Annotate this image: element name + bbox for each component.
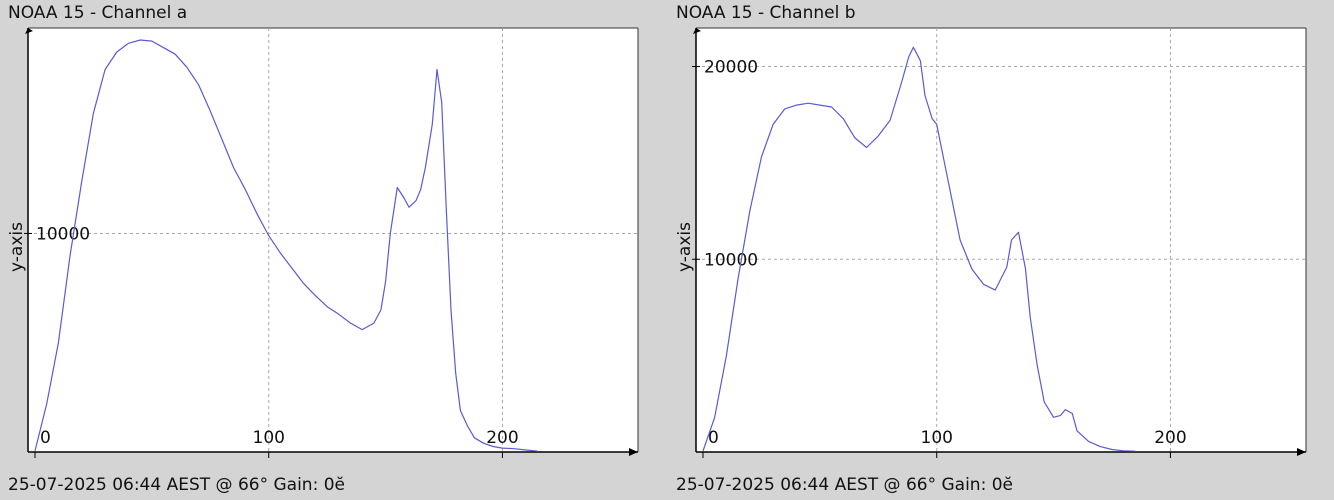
plot-area [28, 28, 638, 452]
x-tick-label: 100 [921, 428, 953, 448]
x-axis-arrow [629, 448, 638, 456]
chart-panel-b: NOAA 15 - Channel b y-axis 0 100 200 10000 2… [668, 0, 1334, 500]
x-tick-label: 200 [1154, 428, 1186, 448]
chart-plot: 0 100 200 10000 20000 [692, 27, 1307, 458]
chart-title: NOAA 15 - Channel a [8, 3, 188, 23]
x-tick-label: 0 [708, 428, 719, 448]
y-tick-label: 20000 [704, 58, 758, 78]
x-axis-arrow [1297, 448, 1306, 456]
y-tick-label: 10000 [36, 224, 90, 244]
chart-panel-a: NOAA 15 - Channel a y-axis 0 100 200 10000 … [0, 0, 666, 500]
chart-title: NOAA 15 - Channel b [676, 3, 856, 23]
series-line [34, 39, 538, 452]
series-line [702, 46, 1136, 452]
chart-footer: 25-07-2025 06:44 AEST @ 66° Gain: 0ĕ [8, 475, 345, 495]
plot-area [696, 28, 1306, 452]
x-tick-label: 100 [253, 428, 285, 448]
x-tick-label: 200 [486, 428, 518, 448]
chart-footer: 25-07-2025 06:44 AEST @ 66° Gain: 0ĕ [676, 475, 1013, 495]
y-tick-label: 10000 [704, 250, 758, 270]
y-axis-arrow [693, 28, 701, 34]
chart-plot: 0 100 200 10000 [24, 27, 639, 458]
y-axis-arrow [25, 28, 33, 34]
x-tick-label: 0 [40, 428, 51, 448]
